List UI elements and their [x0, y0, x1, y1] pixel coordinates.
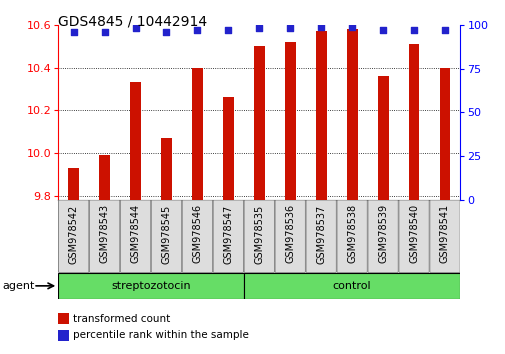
FancyBboxPatch shape: [336, 200, 367, 273]
Text: percentile rank within the sample: percentile rank within the sample: [73, 330, 249, 340]
Point: [224, 27, 232, 33]
FancyBboxPatch shape: [367, 200, 397, 273]
Bar: [58, 330, 69, 341]
FancyBboxPatch shape: [275, 200, 305, 273]
Bar: [130, 82, 141, 200]
Bar: [439, 68, 449, 200]
Point: [409, 27, 417, 33]
FancyBboxPatch shape: [120, 200, 150, 273]
Text: GSM978541: GSM978541: [439, 204, 449, 263]
Text: GSM978537: GSM978537: [316, 204, 326, 264]
Bar: [191, 68, 203, 200]
Point: [162, 29, 170, 35]
FancyBboxPatch shape: [89, 200, 120, 273]
Text: GSM978542: GSM978542: [69, 204, 78, 264]
Bar: [346, 29, 357, 200]
Text: GSM978540: GSM978540: [408, 204, 418, 263]
Bar: [68, 168, 79, 200]
Text: GDS4845 / 10442914: GDS4845 / 10442914: [58, 14, 207, 28]
Text: streptozotocin: streptozotocin: [111, 281, 190, 291]
Text: GSM978546: GSM978546: [192, 204, 202, 263]
Text: GSM978536: GSM978536: [285, 204, 295, 263]
Point: [70, 29, 78, 35]
Bar: [254, 46, 264, 200]
Point: [378, 27, 386, 33]
Point: [286, 25, 294, 31]
FancyBboxPatch shape: [306, 200, 336, 273]
Text: GSM978539: GSM978539: [377, 204, 387, 263]
FancyBboxPatch shape: [243, 273, 460, 299]
FancyBboxPatch shape: [182, 200, 212, 273]
Text: transformed count: transformed count: [73, 314, 170, 324]
Text: agent: agent: [3, 281, 35, 291]
Point: [440, 27, 448, 33]
FancyBboxPatch shape: [58, 273, 243, 299]
Text: GSM978535: GSM978535: [254, 204, 264, 264]
Bar: [315, 31, 326, 200]
Bar: [284, 42, 295, 200]
Point: [131, 25, 139, 31]
Point: [100, 29, 109, 35]
FancyBboxPatch shape: [213, 200, 243, 273]
Text: GSM978545: GSM978545: [161, 204, 171, 264]
Bar: [58, 313, 69, 324]
Bar: [223, 97, 233, 200]
Point: [255, 25, 263, 31]
FancyBboxPatch shape: [151, 200, 181, 273]
FancyBboxPatch shape: [59, 200, 89, 273]
FancyBboxPatch shape: [429, 200, 459, 273]
Bar: [99, 155, 110, 200]
Point: [347, 24, 356, 29]
FancyBboxPatch shape: [398, 200, 428, 273]
Text: GSM978543: GSM978543: [99, 204, 110, 263]
Bar: [408, 44, 419, 200]
Text: GSM978544: GSM978544: [130, 204, 140, 263]
Text: GSM978538: GSM978538: [346, 204, 357, 263]
Text: GSM978547: GSM978547: [223, 204, 233, 264]
FancyBboxPatch shape: [244, 200, 274, 273]
Point: [193, 27, 201, 33]
Text: control: control: [332, 281, 371, 291]
Bar: [377, 76, 388, 200]
Bar: [161, 138, 172, 200]
Point: [317, 24, 325, 29]
